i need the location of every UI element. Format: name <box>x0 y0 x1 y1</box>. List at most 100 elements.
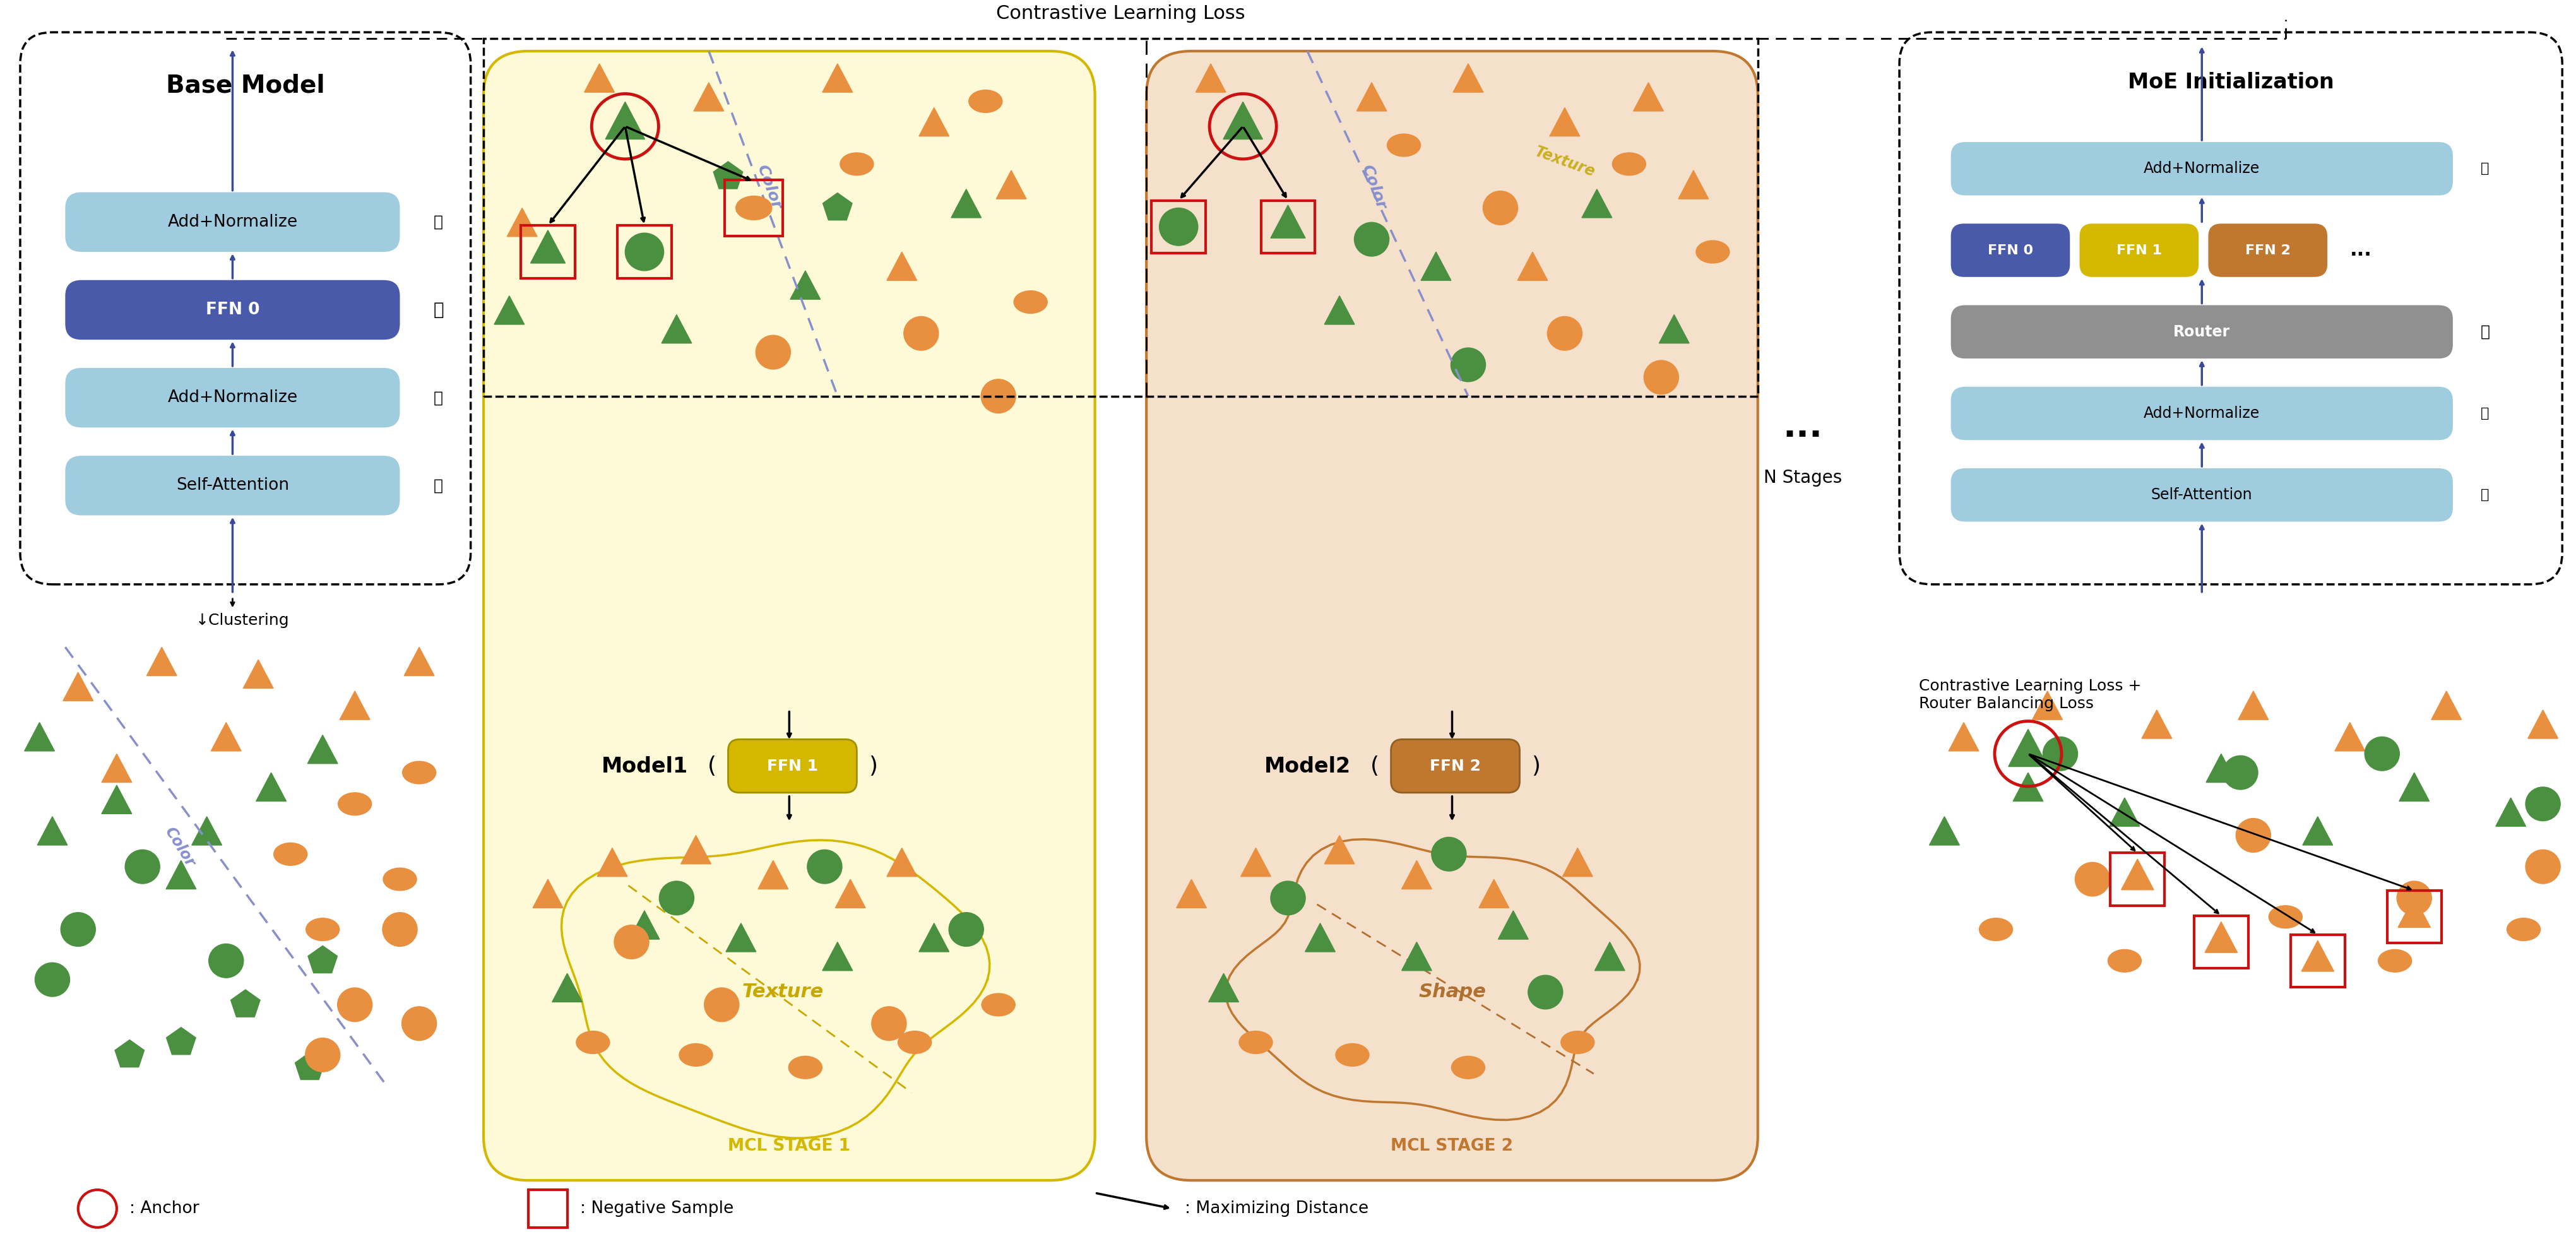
Polygon shape <box>886 253 917 280</box>
FancyBboxPatch shape <box>21 32 471 585</box>
FancyBboxPatch shape <box>1950 224 2071 277</box>
Polygon shape <box>211 723 242 751</box>
Text: ): ) <box>1530 755 1540 778</box>
Text: (: ( <box>1370 755 1378 778</box>
Ellipse shape <box>969 90 1002 112</box>
Text: Color: Color <box>162 825 198 870</box>
Text: Texture: Texture <box>742 983 824 1001</box>
Text: FFN 1: FFN 1 <box>768 759 819 774</box>
Bar <box>724 179 783 236</box>
Ellipse shape <box>981 994 1015 1016</box>
Ellipse shape <box>402 761 435 784</box>
Text: 🗃: 🗃 <box>2481 407 2488 419</box>
Text: FFN 0: FFN 0 <box>206 302 260 318</box>
Polygon shape <box>1947 723 1978 751</box>
Polygon shape <box>951 189 981 218</box>
Circle shape <box>2223 755 2257 790</box>
Polygon shape <box>822 942 853 970</box>
Circle shape <box>806 850 842 883</box>
Circle shape <box>402 1006 435 1040</box>
Polygon shape <box>2398 897 2429 928</box>
Polygon shape <box>886 848 917 877</box>
Polygon shape <box>2141 710 2172 739</box>
Polygon shape <box>1564 848 1592 877</box>
Bar <box>2290 934 2344 988</box>
FancyBboxPatch shape <box>64 455 399 515</box>
Polygon shape <box>255 773 286 801</box>
Ellipse shape <box>1015 291 1048 313</box>
Polygon shape <box>693 82 724 111</box>
Text: MCL STAGE 1: MCL STAGE 1 <box>729 1138 850 1154</box>
Bar <box>618 225 672 279</box>
Text: 🗃: 🗃 <box>433 391 443 406</box>
Text: 🗃: 🗃 <box>2481 489 2488 501</box>
Ellipse shape <box>1613 153 1646 175</box>
Circle shape <box>1643 361 1680 394</box>
Text: MCL STAGE 2: MCL STAGE 2 <box>1391 1138 1512 1154</box>
Polygon shape <box>1499 911 1528 939</box>
Polygon shape <box>165 861 196 889</box>
FancyBboxPatch shape <box>1146 51 1757 1181</box>
Ellipse shape <box>307 918 340 940</box>
Polygon shape <box>997 170 1025 199</box>
Polygon shape <box>629 911 659 939</box>
Polygon shape <box>507 208 538 236</box>
Polygon shape <box>551 973 582 1001</box>
Polygon shape <box>1929 816 1960 845</box>
Text: (: ( <box>708 755 716 778</box>
Polygon shape <box>2205 754 2236 782</box>
Ellipse shape <box>1334 1044 1368 1066</box>
Polygon shape <box>791 271 819 300</box>
Polygon shape <box>1224 102 1262 139</box>
Text: : Maximizing Distance: : Maximizing Distance <box>1185 1200 1368 1217</box>
Polygon shape <box>1551 108 1579 136</box>
Circle shape <box>307 1037 340 1072</box>
Polygon shape <box>1306 923 1334 952</box>
Text: 🔥: 🔥 <box>433 301 443 318</box>
Polygon shape <box>36 816 67 845</box>
Text: ...: ... <box>2349 241 2372 260</box>
Text: Router: Router <box>2174 325 2231 340</box>
Ellipse shape <box>577 1031 611 1054</box>
Polygon shape <box>296 1052 325 1080</box>
Polygon shape <box>62 672 93 700</box>
Polygon shape <box>2110 797 2141 826</box>
Polygon shape <box>920 923 948 952</box>
Text: Model2: Model2 <box>1265 756 1350 776</box>
Text: Add+Normalize: Add+Normalize <box>2143 162 2259 177</box>
Ellipse shape <box>2378 949 2411 972</box>
Bar <box>520 225 574 279</box>
Polygon shape <box>2012 773 2043 801</box>
Ellipse shape <box>680 1044 714 1066</box>
Text: 🗃: 🗃 <box>2481 163 2488 175</box>
Ellipse shape <box>899 1031 933 1054</box>
Polygon shape <box>1177 880 1206 908</box>
Text: Color: Color <box>755 162 783 211</box>
Bar <box>484 39 1757 396</box>
Bar <box>528 1189 567 1228</box>
Polygon shape <box>822 63 853 92</box>
Polygon shape <box>232 990 260 1016</box>
Circle shape <box>2236 819 2269 852</box>
Polygon shape <box>2120 860 2154 889</box>
Circle shape <box>2076 862 2110 896</box>
FancyBboxPatch shape <box>1391 739 1520 792</box>
Circle shape <box>209 944 245 978</box>
FancyBboxPatch shape <box>2208 224 2326 277</box>
Polygon shape <box>1401 942 1432 970</box>
Text: FFN 2: FFN 2 <box>1430 759 1481 774</box>
Polygon shape <box>562 840 989 1138</box>
Polygon shape <box>2527 710 2558 739</box>
Circle shape <box>2396 881 2432 916</box>
Polygon shape <box>167 1028 196 1055</box>
Text: Contrastive Learning Loss: Contrastive Learning Loss <box>997 5 1244 22</box>
Circle shape <box>1432 837 1466 871</box>
Circle shape <box>1528 975 1564 1009</box>
Circle shape <box>1159 208 1198 245</box>
Text: : Negative Sample: : Negative Sample <box>580 1200 734 1217</box>
Circle shape <box>1450 348 1486 382</box>
Polygon shape <box>309 945 337 973</box>
Text: FFN 0: FFN 0 <box>1989 244 2032 256</box>
Text: 🗃: 🗃 <box>433 214 443 230</box>
Ellipse shape <box>1695 240 1728 264</box>
